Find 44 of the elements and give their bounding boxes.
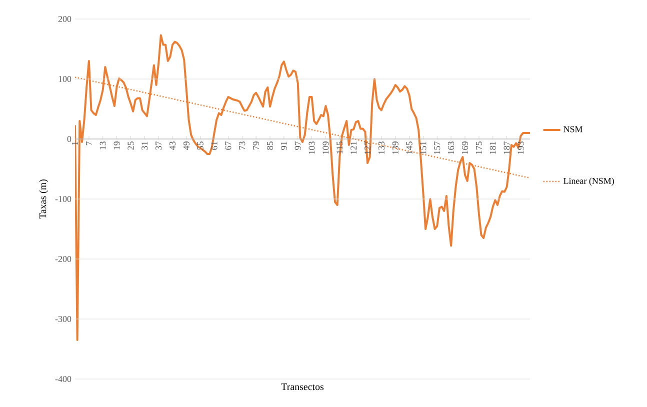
x-tick-label: 91 [280, 142, 287, 150]
x-tick-label: 79 [253, 142, 260, 150]
x-tick-label: 169 [462, 142, 468, 154]
x-tick-label: 97 [294, 141, 301, 150]
x-tick-label: 187 [504, 141, 510, 154]
x-tick-label: 145 [406, 142, 412, 154]
y-tick-label: 200 [58, 16, 72, 22]
x-tick-label: 175 [476, 142, 482, 154]
x-tick-label: 7 [86, 141, 92, 146]
y-tick-label: 0 [67, 136, 72, 142]
y-tick-label: -300 [55, 316, 72, 322]
y-tick-label: -400 [55, 376, 72, 382]
x-tick-label: 73 [239, 142, 246, 150]
x-tick-label: 67 [225, 141, 232, 150]
x-tick-label: 25 [128, 142, 134, 150]
y-axis-title: Taxas (m) [39, 179, 48, 219]
x-tick-label: 85 [266, 142, 274, 150]
x-tick-label: 133 [378, 142, 384, 154]
x-tick-label: 13 [100, 142, 106, 150]
x-tick-label: 19 [114, 142, 120, 150]
x-tick-label: 55 [197, 142, 204, 150]
x-tick-label: 43 [169, 142, 176, 150]
x-tick-label: 121 [350, 142, 357, 154]
x-tick-label: 115 [336, 142, 343, 154]
x-tick-label: 193 [518, 142, 524, 154]
x-tick-label: 31 [142, 142, 148, 150]
x-tick-label: 109 [322, 142, 329, 154]
x-tick-label: 37 [156, 141, 162, 150]
y-tick-label: -100 [55, 196, 72, 202]
x-tick-label: 163 [448, 142, 454, 154]
y-tick-label: -200 [55, 256, 72, 262]
x-tick-label: 139 [392, 142, 398, 154]
x-tick-label: 127 [364, 141, 370, 154]
x-tick-label: 49 [183, 142, 190, 150]
legend-label: Linear (NSM) [564, 178, 614, 186]
x-tick-label: 103 [308, 142, 315, 154]
legend-label: NSM [564, 126, 582, 132]
x-tick-label: 61 [211, 142, 218, 150]
x-tick-label: 1 [72, 142, 78, 145]
x-tick-label: 157 [434, 141, 440, 154]
x-tick-label: 181 [490, 142, 496, 154]
y-tick-label: 100 [58, 76, 72, 82]
x-tick-label: 151 [420, 142, 426, 154]
x-axis-title: Transectos [281, 384, 324, 390]
